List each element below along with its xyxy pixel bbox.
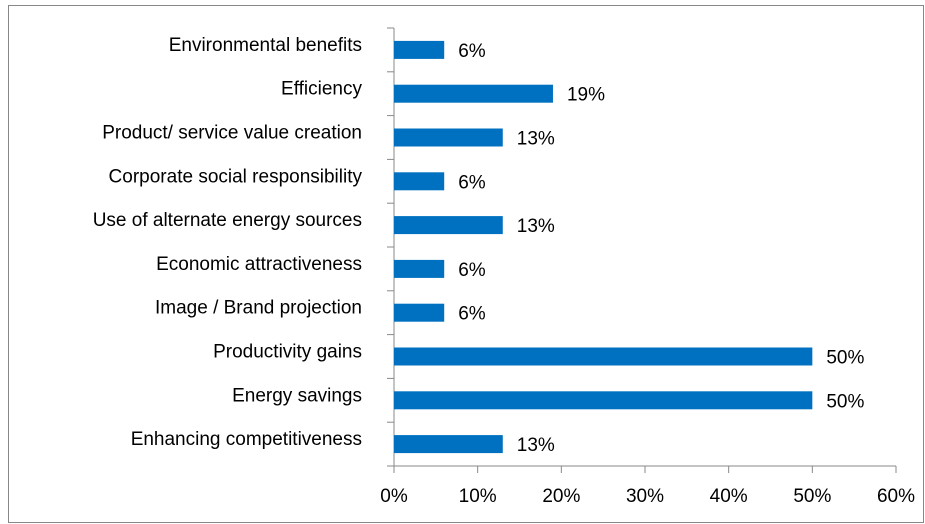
y-tick-label: Corporate social responsibility: [109, 166, 363, 187]
data-label: 13%: [517, 129, 555, 150]
y-tick-label: Image / Brand projection: [155, 298, 362, 319]
bar: [394, 259, 445, 278]
x-tick-label: 10%: [459, 486, 497, 507]
x-tick-label: 0%: [380, 486, 408, 507]
y-tick-label: Environmental benefits: [169, 35, 362, 56]
data-label: 19%: [567, 85, 605, 106]
y-tick-label: Use of alternate energy sources: [93, 210, 362, 231]
x-tick-label: 60%: [877, 486, 915, 507]
bar: [394, 40, 445, 59]
x-tick-label: 40%: [710, 486, 748, 507]
data-label: 6%: [458, 172, 486, 193]
data-label: 13%: [517, 216, 555, 237]
data-label: 13%: [517, 435, 555, 456]
y-tick-label: Productivity gains: [213, 342, 362, 363]
data-label: 6%: [458, 260, 486, 281]
x-tick-label: 50%: [793, 486, 831, 507]
data-label: 6%: [458, 304, 486, 325]
data-label: 50%: [826, 348, 864, 369]
y-tick-label: Enhancing competitiveness: [131, 429, 362, 450]
y-tick-label: Energy savings: [232, 385, 362, 406]
x-tick-label: 20%: [542, 486, 580, 507]
bar: [394, 216, 503, 235]
bar: [394, 128, 503, 147]
y-tick-label: Economic attractiveness: [156, 254, 362, 275]
data-label: 50%: [826, 391, 864, 412]
bar: [394, 435, 503, 454]
bar: [394, 84, 553, 103]
bar: [394, 172, 445, 191]
y-tick-label: Efficiency: [281, 79, 362, 100]
bar: [394, 347, 813, 366]
chart-frame: [8, 5, 924, 523]
bar: [394, 303, 445, 322]
x-tick-label: 30%: [626, 486, 664, 507]
bar: [394, 391, 813, 410]
y-tick-label: Product/ service value creation: [102, 123, 362, 144]
data-label: 6%: [458, 41, 486, 62]
